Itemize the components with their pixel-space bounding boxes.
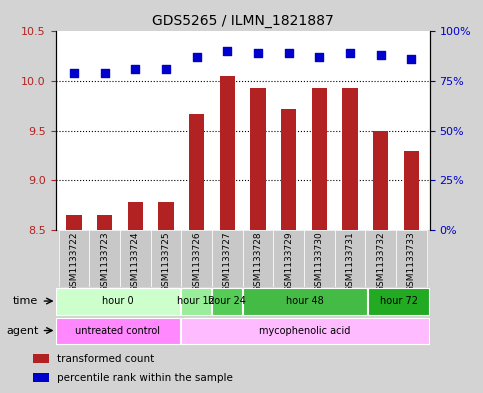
Text: time: time: [13, 296, 38, 306]
Text: mycophenolic acid: mycophenolic acid: [259, 325, 351, 336]
Bar: [181, 318, 429, 344]
Text: GSM1133730: GSM1133730: [315, 231, 324, 292]
Bar: [373, 130, 388, 230]
Bar: [304, 230, 335, 287]
Title: GDS5265 / ILMN_1821887: GDS5265 / ILMN_1821887: [152, 14, 334, 28]
Bar: [33, 354, 49, 364]
Point: [224, 48, 231, 55]
Bar: [66, 215, 82, 230]
Point: [315, 54, 323, 61]
Text: GSM1133727: GSM1133727: [223, 231, 232, 292]
Bar: [220, 76, 235, 230]
Bar: [181, 288, 211, 315]
Text: GSM1133733: GSM1133733: [407, 231, 416, 292]
Text: hour 0: hour 0: [102, 296, 134, 306]
Bar: [128, 202, 143, 230]
Point: [70, 70, 78, 76]
Text: untreated control: untreated control: [75, 325, 160, 336]
Bar: [212, 230, 243, 287]
Bar: [281, 109, 297, 230]
Bar: [368, 288, 429, 315]
Text: hour 12: hour 12: [177, 296, 215, 306]
Text: GSM1133728: GSM1133728: [254, 231, 263, 292]
Bar: [181, 230, 212, 287]
Bar: [33, 373, 49, 382]
Bar: [212, 288, 242, 315]
Bar: [58, 230, 89, 287]
Bar: [120, 230, 151, 287]
Text: hour 24: hour 24: [208, 296, 246, 306]
Point: [285, 50, 293, 57]
Bar: [189, 114, 204, 230]
Bar: [158, 202, 174, 230]
Bar: [89, 230, 120, 287]
Point: [254, 50, 262, 57]
Text: GSM1133732: GSM1133732: [376, 231, 385, 292]
Point: [346, 50, 354, 57]
Text: percentile rank within the sample: percentile rank within the sample: [57, 373, 233, 383]
Text: GSM1133729: GSM1133729: [284, 231, 293, 292]
Text: GSM1133723: GSM1133723: [100, 231, 109, 292]
Bar: [243, 288, 367, 315]
Point: [408, 56, 415, 62]
Text: GSM1133722: GSM1133722: [70, 231, 78, 292]
Bar: [335, 230, 366, 287]
Bar: [312, 88, 327, 230]
Bar: [97, 215, 113, 230]
Text: hour 72: hour 72: [380, 296, 418, 306]
Bar: [342, 88, 358, 230]
Text: agent: agent: [6, 325, 38, 336]
Text: GSM1133731: GSM1133731: [346, 231, 355, 292]
Point: [193, 54, 200, 61]
Text: GSM1133725: GSM1133725: [161, 231, 170, 292]
Bar: [56, 318, 180, 344]
Point: [162, 66, 170, 72]
Bar: [151, 230, 181, 287]
Bar: [404, 151, 419, 230]
Bar: [56, 288, 180, 315]
Point: [131, 66, 139, 72]
Text: hour 48: hour 48: [286, 296, 324, 306]
Bar: [366, 230, 396, 287]
Point: [101, 70, 109, 76]
Bar: [396, 230, 427, 287]
Text: GSM1133724: GSM1133724: [131, 231, 140, 292]
Text: transformed count: transformed count: [57, 354, 155, 364]
Text: GSM1133726: GSM1133726: [192, 231, 201, 292]
Bar: [243, 230, 273, 287]
Point: [377, 52, 384, 59]
Bar: [273, 230, 304, 287]
Bar: [250, 88, 266, 230]
